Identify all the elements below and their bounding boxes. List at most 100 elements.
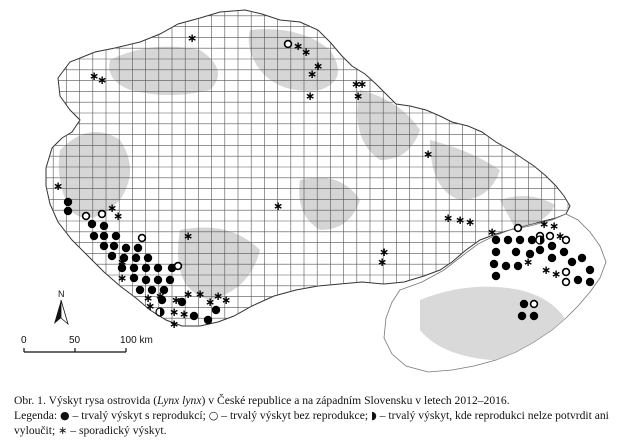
filled-circle-icon: ● <box>60 409 70 422</box>
occurrence-filled-circle <box>525 249 535 259</box>
occurrence-filled-circle <box>157 295 167 305</box>
legend-item-half: – trvalý výskyt, kde reprodukci nelze po… <box>14 409 609 437</box>
distribution-map: ∗∗∗∗∗∗∗∗∗∗∗∗∗∗∗∗∗∗∗∗ ∗ ∗∗∗ ∗∗∗∗ ∗∗∗ ∗ ∗ ∗ ∗∗∗∗∗ ∗… <box>21 9 607 373</box>
occurrence-asterisk: ∗ <box>273 199 283 213</box>
occurrence-filled-circle <box>519 299 529 309</box>
occurrence-asterisk: ∗ <box>117 255 127 269</box>
occurrence-filled-circle <box>573 275 583 285</box>
occurrence-asterisk: ∗ <box>293 39 303 53</box>
occurrence-filled-circle <box>515 235 525 245</box>
occurrence-asterisk: ∗ <box>305 89 315 103</box>
north-label: N <box>58 289 65 299</box>
occurrence-filled-circle <box>535 245 545 255</box>
occurrence-asterisk: ∗ <box>117 271 127 285</box>
occurrence-asterisk: ∗ <box>155 289 165 303</box>
caption-suffix: ) v České republice a na západním Sloven… <box>201 394 510 407</box>
half-circle-icon: ◗ <box>370 409 377 422</box>
occurrence-asterisk: ∗ <box>551 267 561 281</box>
occurrence-filled-circle <box>117 263 127 273</box>
occurrence-filled-circle <box>529 311 539 321</box>
occurrence-asterisk: ∗ <box>183 229 193 243</box>
occurrence-filled-circle <box>133 243 143 253</box>
occurrence-filled-circle <box>577 253 587 263</box>
occurrence-symbols: ∗∗∗∗∗∗∗∗∗∗∗∗∗∗∗∗∗∗∗∗ ∗ ∗∗∗ ∗∗∗∗ ∗∗∗ ∗ ∗ ∗ ∗∗∗∗∗ ∗… <box>53 31 595 331</box>
occurrence-filled-circle <box>503 235 513 245</box>
occurrence-asterisk: ∗ <box>541 263 551 277</box>
occurrence-filled-circle <box>99 231 109 241</box>
occurrence-asterisk: ∗ <box>465 215 475 229</box>
occurrence-asterisk: ∗ <box>179 307 189 321</box>
occurrence-filled-circle <box>513 261 523 271</box>
occurrence-asterisk: ∗ <box>187 31 197 45</box>
occurrence-filled-circle <box>107 251 117 261</box>
occurrence-open-circle <box>513 223 523 233</box>
occurrence-asterisk: ∗ <box>113 209 123 223</box>
occurrence-filled-circle <box>517 311 527 321</box>
occurrence-asterisk: ∗ <box>171 293 181 307</box>
scale-label-50: 50 <box>69 335 81 346</box>
occurrence-filled-circle <box>89 231 99 241</box>
occurrence-filled-circle <box>559 247 569 257</box>
occurrence-asterisk: ∗ <box>169 317 179 331</box>
occurrence-asterisk: ∗ <box>145 299 155 313</box>
occurrence-asterisk: ∗ <box>353 89 363 103</box>
occurrence-open-circle <box>283 39 293 49</box>
occurrence-filled-circle <box>129 263 139 273</box>
occurrence-open-circle <box>545 231 555 241</box>
occurrence-filled-circle <box>63 197 73 207</box>
open-circle-icon: ○ <box>208 409 219 422</box>
occurrence-asterisk: ∗ <box>523 255 533 269</box>
occurrence-asterisk: ∗ <box>423 147 433 161</box>
occurrence-open-circle <box>561 267 571 277</box>
occurrence-filled-circle <box>491 235 501 245</box>
occurrence-open-circle <box>81 211 91 221</box>
legend-item-open: – trvalý výskyt bez reprodukce; <box>218 409 371 422</box>
figure-caption: Obr. 1. Výskyt rysa ostrovida (Lynx lynx… <box>14 393 612 438</box>
occurrence-asterisk: ∗ <box>107 201 117 215</box>
occurrence-asterisk: ∗ <box>377 255 387 269</box>
scale-label-100: 100 km <box>120 335 153 346</box>
occurrence-open-circle <box>97 209 107 219</box>
occurrence-filled-circle <box>129 273 139 283</box>
occurrence-filled-circle <box>491 247 501 257</box>
occurrence-filled-circle <box>141 275 151 285</box>
occurrence-filled-circle <box>63 206 73 216</box>
occurrence-asterisk: ∗ <box>183 287 193 301</box>
occurrence-filled-circle <box>121 243 131 253</box>
occurrence-asterisk: ∗ <box>205 295 215 309</box>
occurrence-filled-circle <box>119 253 129 263</box>
occurrence-filled-circle <box>109 241 119 251</box>
occurrence-filled-circle <box>489 259 499 269</box>
occurrence-filled-circle <box>547 253 557 263</box>
occurrence-asterisk: ∗ <box>443 211 453 225</box>
occurrence-asterisk: ∗ <box>351 77 361 91</box>
occurrence-filled-circle <box>87 219 97 229</box>
occurrence-open-circle <box>137 233 147 243</box>
occurrence-asterisk: ∗ <box>555 229 565 243</box>
occurrence-half-circle <box>155 307 165 317</box>
occurrence-asterisk: ∗ <box>487 225 497 239</box>
caption-prefix: Obr. 1. Výskyt rysa ostrovida ( <box>14 394 158 407</box>
occurrence-filled-circle <box>211 305 221 315</box>
occurrence-asterisk: ∗ <box>169 305 179 319</box>
occurrence-asterisk: ∗ <box>143 291 153 305</box>
occurrence-filled-circle <box>547 241 557 251</box>
occurrence-filled-circle <box>527 235 537 245</box>
species-name: Lynx lynx <box>157 394 202 407</box>
occurrence-filled-circle <box>159 285 169 295</box>
occurrence-filled-circle <box>511 247 521 257</box>
occurrence-filled-circle <box>585 265 595 275</box>
occurrence-filled-circle <box>135 285 145 295</box>
occurrence-filled-circle <box>203 315 213 325</box>
occurrence-filled-circle <box>177 297 187 307</box>
asterisk-icon: ∗ <box>58 424 68 437</box>
occurrence-filled-circle <box>585 277 595 287</box>
legend-label: Legenda: <box>14 409 61 422</box>
north-arrow-icon: N <box>54 289 69 326</box>
occurrence-asterisk: ∗ <box>213 289 223 303</box>
occurrence-filled-circle <box>131 253 141 263</box>
occurrence-open-circle <box>529 299 539 309</box>
occurrence-asterisk: ∗ <box>53 179 63 193</box>
occurrence-filled-circle <box>165 275 175 285</box>
occurrence-filled-circle <box>143 253 153 263</box>
